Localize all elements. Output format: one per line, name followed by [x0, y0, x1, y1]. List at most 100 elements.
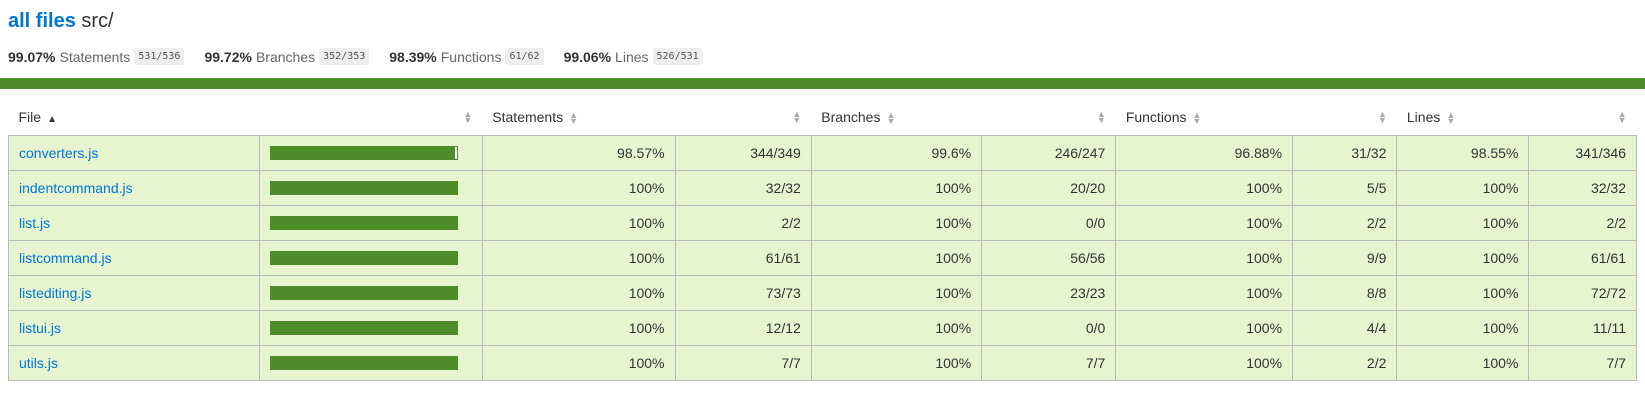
header-statements[interactable]: Statements ▲ ▼ — [492, 108, 579, 126]
branches-pct: 100% — [810, 240, 983, 276]
summary-fraction: 526/531 — [652, 48, 703, 65]
coverage-bar-fill — [271, 182, 458, 194]
summary-label: Functions — [440, 48, 502, 65]
coverage-bar-cell — [259, 275, 483, 311]
branches-pct: 100% — [810, 345, 983, 381]
header-functions[interactable]: Functions ▲ ▼ — [1125, 108, 1202, 126]
table-row: indentcommand.js 100% 32/32 100% 20/20 100% 5/… — [7, 170, 1637, 206]
current-path: src/ — [81, 10, 114, 32]
table-row: utils.js 100% 7/7 100% 7/7 100% 2/2 100% 7/7 — [7, 345, 1637, 381]
statements-pct: 100% — [481, 205, 676, 241]
summary-functions: 98.39% Functions 61/62 — [389, 48, 544, 65]
statements-fraction: 61/61 — [674, 240, 812, 276]
header-lines[interactable]: Lines ▲ ▼ — [1406, 108, 1456, 126]
summary-fraction: 531/536 — [134, 48, 185, 65]
summary-label: Branches — [255, 48, 316, 65]
table-row: listediting.js 100% 73/73 100% 23/23 100% 8/8 1… — [7, 275, 1637, 311]
branches-pct: 100% — [810, 205, 983, 241]
sort-icon: ▲ ▼ — [569, 109, 579, 126]
file-cell: list.js — [7, 205, 261, 241]
sort-icon: ▲ ▼ — [886, 109, 896, 126]
lines-pct: 100% — [1396, 170, 1530, 206]
coverage-bar-cell — [259, 205, 483, 241]
lines-fraction: 61/61 — [1528, 240, 1637, 276]
header-statements-raw[interactable]: ▲ ▼ — [675, 98, 811, 136]
functions-fraction: 8/8 — [1292, 275, 1398, 311]
summary-pct: 99.07% — [8, 48, 56, 65]
branches-pct: 99.6% — [810, 135, 983, 171]
branches-fraction: 0/0 — [981, 310, 1117, 346]
header-branches-raw[interactable]: ▲ ▼ — [982, 98, 1116, 136]
coverage-bar-fill — [271, 147, 455, 159]
statements-pct: 100% — [481, 345, 676, 381]
header-file-bar[interactable]: ▲ ▼ — [260, 98, 483, 136]
coverage-bar-cell — [259, 135, 483, 171]
coverage-table: File ▲ ▲ ▼ Statements ▲ ▼ ▲ ▼ Branches ▲ ▼ ▲ ▼ F… — [7, 98, 1637, 381]
branches-pct: 100% — [810, 275, 983, 311]
lines-fraction: 32/32 — [1528, 170, 1637, 206]
coverage-bar — [270, 321, 459, 335]
functions-pct: 100% — [1115, 205, 1294, 241]
lines-fraction: 72/72 — [1528, 275, 1637, 311]
statements-fraction: 7/7 — [674, 345, 812, 381]
functions-pct: 100% — [1115, 345, 1294, 381]
branches-fraction: 246/247 — [981, 135, 1117, 171]
summary-lines: 99.06% Lines 526/531 — [564, 48, 703, 65]
coverage-bar-cell — [259, 240, 483, 276]
summary-statements: 99.07% Statements 531/536 — [8, 48, 185, 65]
branches-fraction: 23/23 — [981, 275, 1117, 311]
coverage-bar-fill — [271, 322, 458, 334]
header-functions-raw[interactable]: ▲ ▼ — [1293, 98, 1397, 136]
header-lines-raw[interactable]: ▲ ▼ — [1529, 98, 1637, 136]
branches-fraction: 20/20 — [981, 170, 1117, 206]
file-link[interactable]: listediting.js — [19, 285, 92, 301]
functions-fraction: 9/9 — [1292, 240, 1398, 276]
summary-pct: 99.72% — [204, 48, 252, 65]
file-link[interactable]: converters.js — [19, 145, 99, 161]
page-header: all files src/ 99.07% Statements 531/536… — [8, 8, 723, 65]
branches-fraction: 56/56 — [981, 240, 1117, 276]
functions-fraction: 31/32 — [1292, 135, 1398, 171]
file-cell: converters.js — [7, 135, 261, 171]
functions-fraction: 2/2 — [1292, 205, 1398, 241]
header-branches[interactable]: Branches ▲ ▼ — [821, 108, 896, 126]
file-link[interactable]: list.js — [19, 215, 51, 231]
all-files-link[interactable]: all files — [8, 10, 76, 32]
statements-pct: 100% — [481, 275, 676, 311]
functions-fraction: 4/4 — [1292, 310, 1398, 346]
summary-fraction: 352/353 — [319, 48, 370, 65]
statements-fraction: 32/32 — [674, 170, 812, 206]
coverage-bar-cell — [259, 310, 483, 346]
lines-fraction: 11/11 — [1528, 310, 1637, 346]
coverage-status-bar — [0, 78, 1645, 89]
coverage-bar-fill — [271, 287, 458, 299]
summary-label: Statements — [59, 48, 131, 65]
branches-pct: 100% — [810, 170, 983, 206]
functions-pct: 96.88% — [1115, 135, 1294, 171]
summary-fraction: 61/62 — [505, 48, 544, 65]
page-title: all files src/ — [8, 8, 723, 34]
table-row: converters.js 98.57% 344/349 99.6% 246/247 96… — [7, 135, 1637, 171]
functions-fraction: 2/2 — [1292, 345, 1398, 381]
statements-pct: 100% — [481, 310, 676, 346]
file-link[interactable]: listcommand.js — [19, 250, 112, 266]
branches-pct: 100% — [810, 310, 983, 346]
header-file[interactable]: File ▲ — [18, 108, 57, 125]
functions-fraction: 5/5 — [1292, 170, 1398, 206]
coverage-bar-fill — [271, 357, 458, 369]
file-cell: listcommand.js — [7, 240, 261, 276]
statements-fraction: 2/2 — [674, 205, 812, 241]
functions-pct: 100% — [1115, 275, 1294, 311]
lines-fraction: 7/7 — [1528, 345, 1637, 381]
statements-pct: 100% — [481, 170, 676, 206]
file-link[interactable]: indentcommand.js — [19, 180, 133, 196]
file-cell: utils.js — [7, 345, 261, 381]
summary-pct: 98.39% — [389, 48, 437, 65]
file-link[interactable]: listui.js — [19, 320, 62, 336]
coverage-bar-cell — [259, 345, 483, 381]
coverage-bar-fill — [271, 252, 458, 264]
file-link[interactable]: utils.js — [19, 355, 58, 371]
file-cell: listui.js — [7, 310, 261, 346]
sort-icon: ▲ ▼ — [1096, 108, 1106, 125]
sort-icon: ▲ ▼ — [1446, 109, 1456, 126]
